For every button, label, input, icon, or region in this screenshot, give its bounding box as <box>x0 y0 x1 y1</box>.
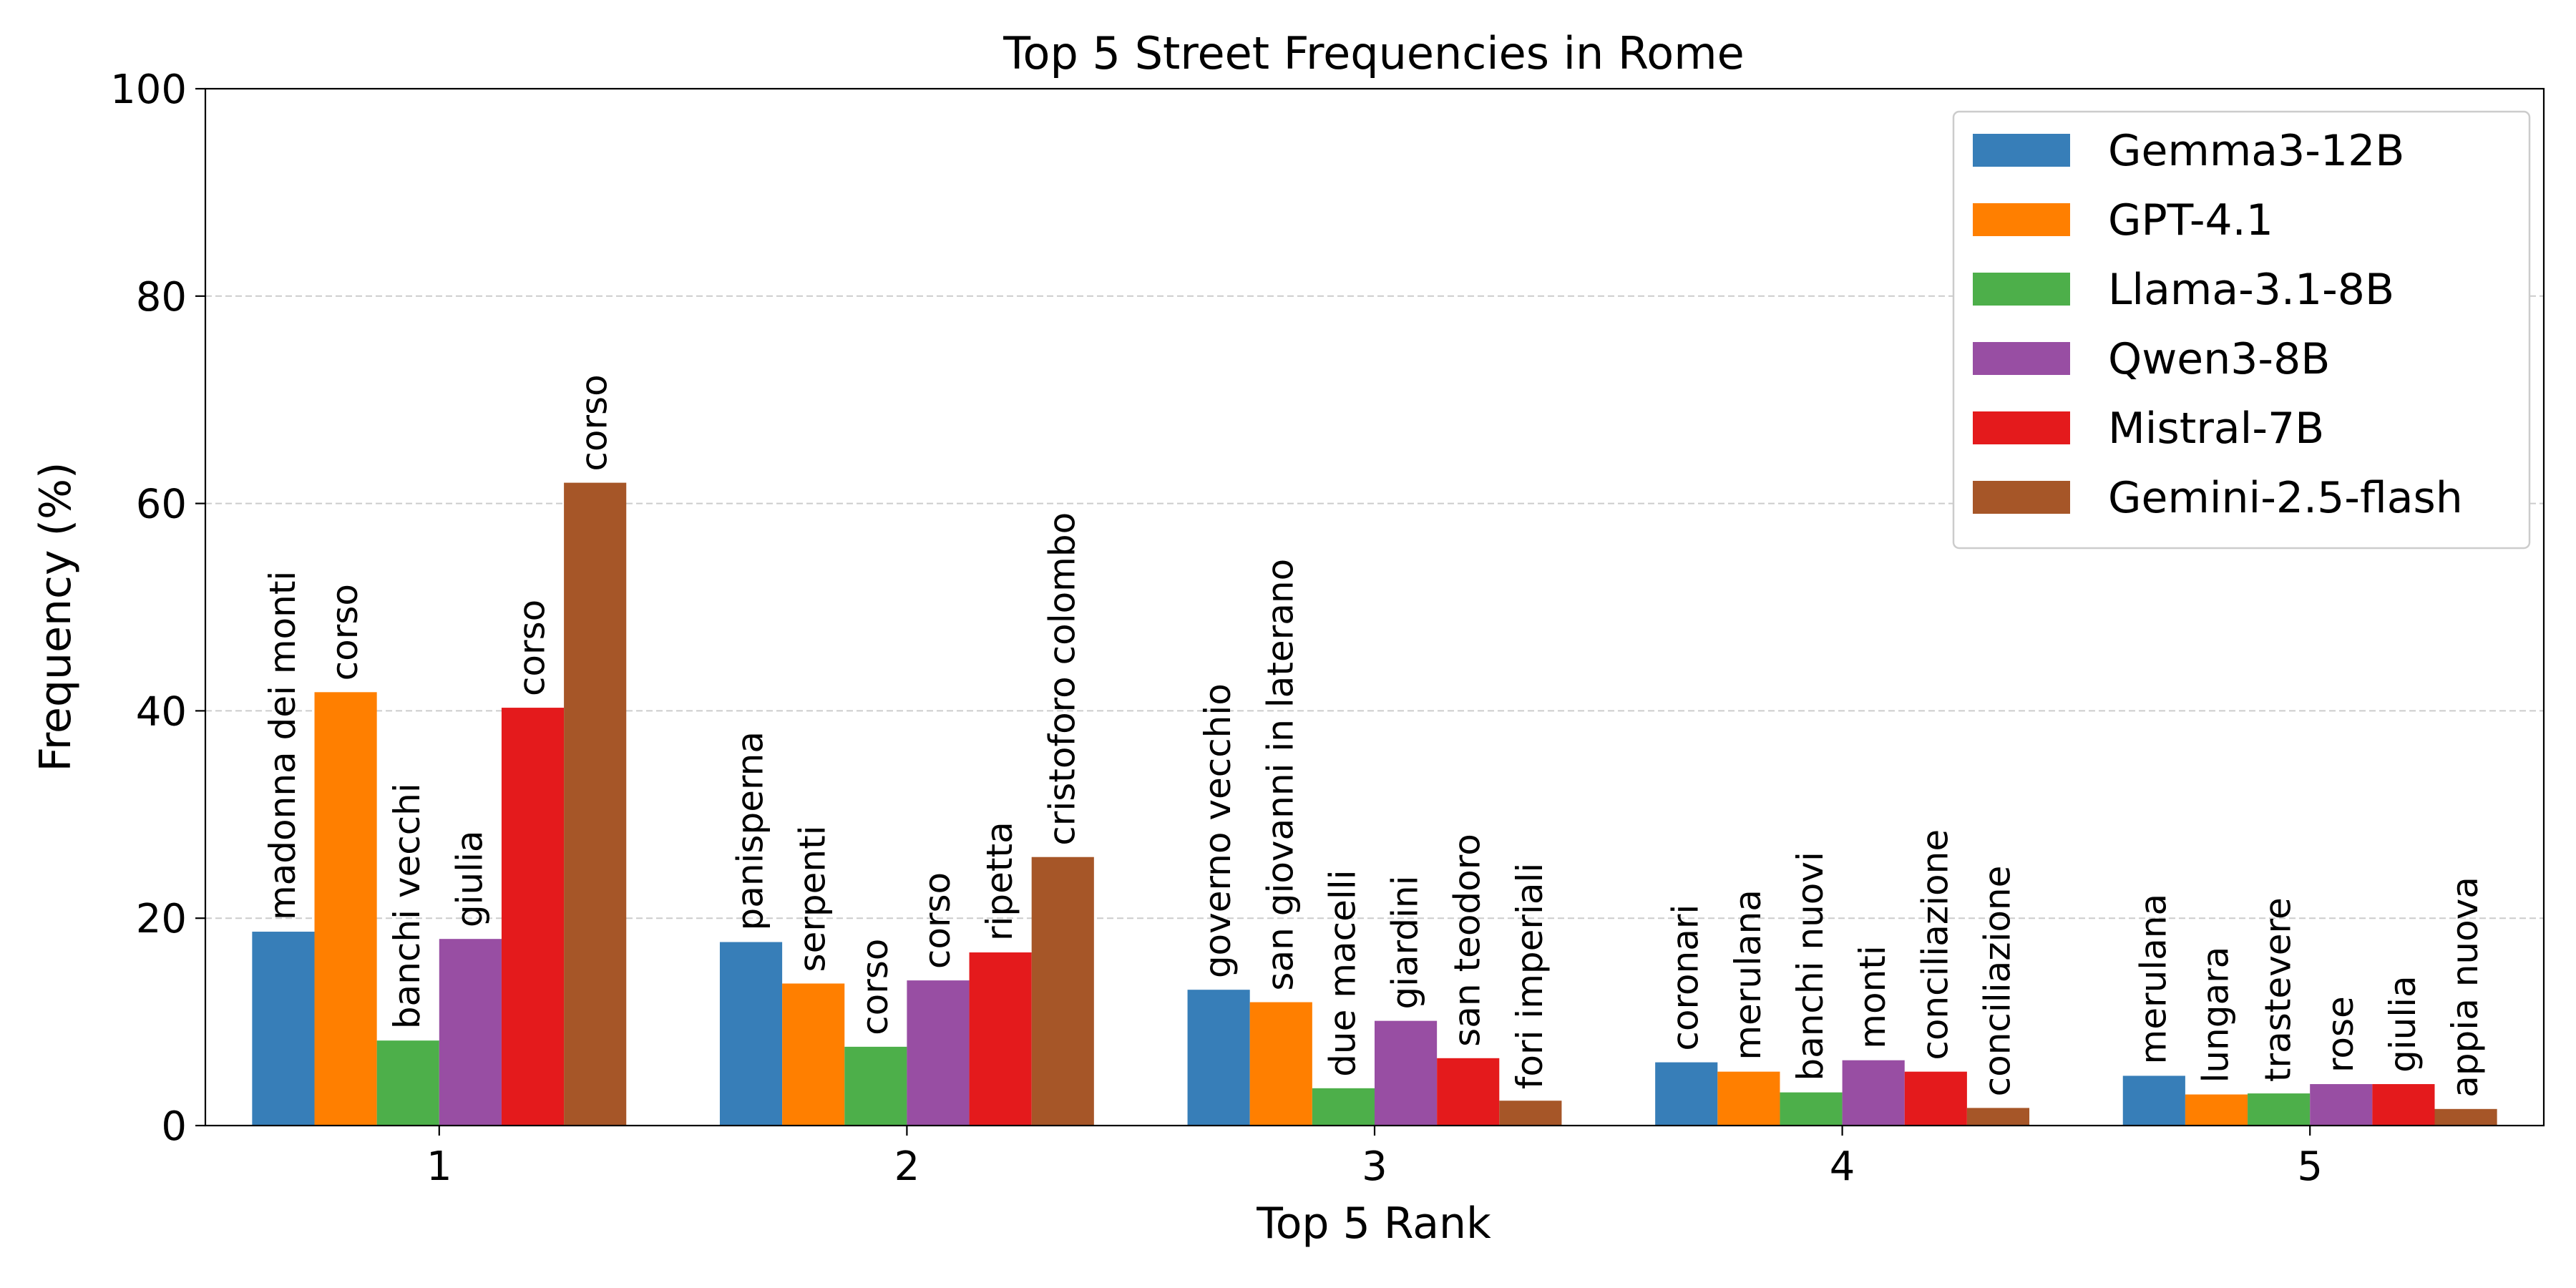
bar <box>844 1046 907 1126</box>
y-tick-label: 80 <box>136 274 187 321</box>
chart-title: Top 5 Street Frequencies in Rome <box>1002 27 1745 79</box>
bar <box>1717 1071 1780 1126</box>
legend-label: Gemma3-12B <box>2108 126 2404 176</box>
bar-label: governo vecchio <box>1197 683 1239 978</box>
y-tick-label: 40 <box>136 688 187 735</box>
bar-label: appia nuova <box>2444 877 2486 1098</box>
y-tick-label: 0 <box>161 1103 187 1150</box>
x-tick-label: 5 <box>2297 1143 2323 1190</box>
bar-label: merulana <box>1727 889 1769 1060</box>
x-tick-label: 4 <box>1830 1143 1855 1190</box>
legend: Gemma3-12B GPT-4.1 Llama-3.1-8B Qwen3-8B Mis… <box>1952 110 2531 550</box>
bar-label: lungara <box>2195 947 2236 1083</box>
legend-label: Qwen3-8B <box>2108 334 2330 384</box>
bar-label: corso <box>917 872 958 969</box>
legend-swatch <box>1973 481 2070 514</box>
legend-label: Mistral-7B <box>2108 404 2324 454</box>
bar <box>2122 1075 2185 1126</box>
bar-label: madonna dei monti <box>262 571 303 920</box>
legend-label: GPT-4.1 <box>2108 195 2273 245</box>
bar-label: coronari <box>1665 904 1707 1051</box>
bar-label: san teodoro <box>1447 834 1488 1047</box>
bar <box>1437 1058 1500 1126</box>
bar <box>252 932 315 1126</box>
bar <box>1655 1062 1718 1126</box>
bar-label: monti <box>1852 945 1893 1048</box>
bar <box>2310 1084 2373 1126</box>
bar-label: giulia <box>2382 975 2424 1073</box>
bar-label: banchi nuovi <box>1790 852 1831 1080</box>
bar <box>907 980 970 1126</box>
bar-label: corso <box>512 600 553 696</box>
bar-label: banchi vecchi <box>386 783 428 1029</box>
bar <box>1031 857 1094 1126</box>
bar <box>1375 1020 1438 1126</box>
legend-label: Gemini-2.5-flash <box>2108 473 2463 523</box>
y-axis-ticks: 0 20 40 60 80 100 <box>110 67 205 1150</box>
bar <box>376 1040 439 1126</box>
bar-label: giulia <box>449 830 490 927</box>
bar <box>439 939 502 1126</box>
legend-label: Llama-3.1-8B <box>2108 265 2394 315</box>
bar <box>564 482 627 1126</box>
bar <box>2434 1108 2497 1126</box>
x-axis-ticks: 1 2 3 4 5 <box>426 1126 2323 1190</box>
bar <box>2185 1094 2248 1126</box>
bar <box>314 692 377 1126</box>
bars <box>252 482 2497 1126</box>
bar-label: corso <box>324 584 366 680</box>
bar-labels: madonna dei monti panisperna governo vecch… <box>262 374 2486 1097</box>
bar <box>1904 1071 1967 1126</box>
bar <box>1312 1088 1375 1126</box>
x-tick-label: 3 <box>1362 1143 1387 1190</box>
bar-label: san giovanni in laterano <box>1259 559 1301 991</box>
bar-label: trastevere <box>2258 897 2299 1082</box>
bar <box>1780 1092 1843 1126</box>
bar-label: conciliazione <box>1976 866 2018 1097</box>
y-axis-title: Frequency (%) <box>31 462 81 772</box>
legend-box <box>1952 110 2531 550</box>
bar <box>1842 1060 1905 1126</box>
bar-label: ripetta <box>979 821 1020 941</box>
bar <box>501 708 565 1126</box>
bar <box>969 952 1032 1126</box>
legend-swatch <box>1973 411 2070 444</box>
bar <box>1499 1101 1562 1126</box>
y-tick-label: 20 <box>136 896 187 942</box>
y-tick-label: 60 <box>136 482 187 528</box>
bar-label: panisperna <box>730 731 771 931</box>
bar-label: fori imperiali <box>1509 863 1551 1090</box>
x-tick-label: 2 <box>894 1143 920 1190</box>
bar <box>2248 1093 2311 1126</box>
legend-swatch <box>1973 273 2070 306</box>
bar-label: rose <box>2320 996 2361 1073</box>
bar-label: conciliazione <box>1914 829 1956 1060</box>
bar-label: cristoforo colombo <box>1041 512 1083 846</box>
bar <box>2372 1084 2435 1126</box>
bar-label: corso <box>574 374 615 471</box>
x-tick-label: 1 <box>426 1143 452 1190</box>
bar-label: serpenti <box>792 825 834 972</box>
bar-label: corso <box>854 939 896 1035</box>
y-tick-label: 100 <box>110 67 187 113</box>
legend-swatch <box>1973 134 2070 167</box>
bar <box>1187 990 1250 1126</box>
bar <box>782 983 845 1126</box>
bar <box>1966 1108 2030 1126</box>
bar-label: due macelli <box>1322 869 1363 1076</box>
legend-swatch <box>1973 342 2070 375</box>
bar-label: merulana <box>2132 894 2174 1065</box>
x-axis-title: Top 5 Rank <box>1256 1199 1491 1249</box>
bar <box>719 942 783 1126</box>
bar <box>1249 1002 1312 1126</box>
bar-label: giardini <box>1385 875 1426 1009</box>
legend-swatch <box>1973 203 2070 236</box>
